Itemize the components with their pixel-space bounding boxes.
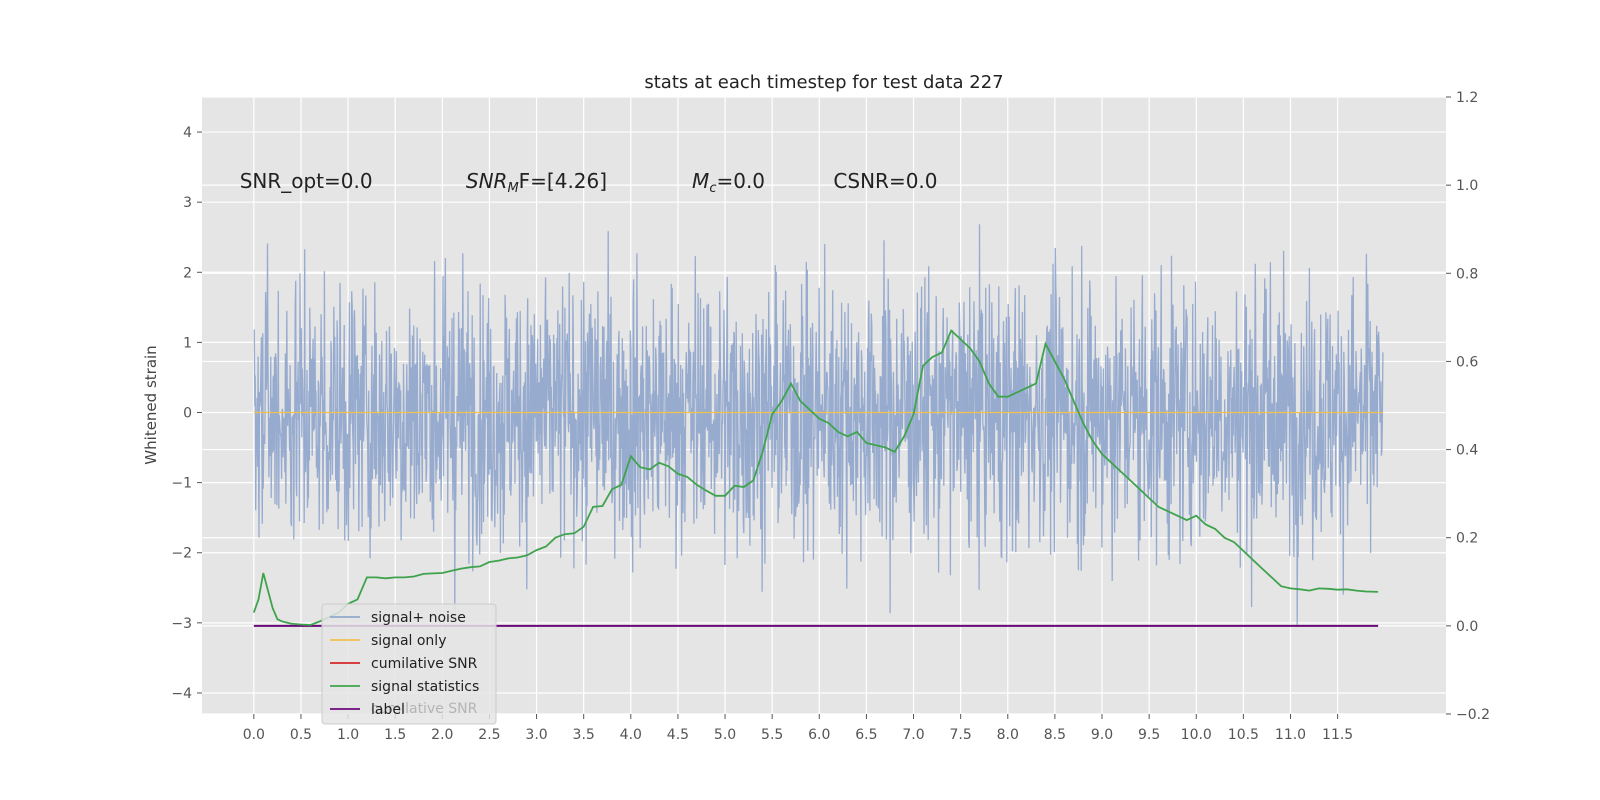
annotation-text: CSNR=0.0 — [833, 169, 937, 193]
x-tick-label: 7.5 — [950, 727, 972, 743]
x-tick-label: 10.5 — [1228, 727, 1259, 743]
y2-tick-label: 0.8 — [1456, 266, 1478, 282]
x-tick-label: 7.0 — [902, 727, 924, 743]
chart-title: stats at each timestep for test data 227 — [644, 72, 1003, 93]
annotations: SNR_opt=0.0 SNRMF=[4.26] Mc=0.0 CSNR=0.0 — [240, 169, 938, 196]
x-tick-label: 11.5 — [1322, 727, 1353, 743]
legend-label: signal only — [371, 633, 446, 649]
x-tick-label: 4.5 — [667, 727, 689, 743]
legend: signal+ noise signal only cumilative SNR si… — [321, 603, 497, 725]
y-tick-label: 4 — [183, 125, 192, 141]
y2-tick-label: 0.6 — [1456, 354, 1478, 370]
x-tick-label: 6.5 — [855, 727, 877, 743]
y-tick-label: 1 — [183, 335, 192, 351]
x-tick-label: 3.5 — [573, 727, 595, 743]
y-axis-label: Whitened strain — [142, 345, 160, 464]
y-tick-label: −4 — [171, 686, 192, 702]
y-tick-label: −2 — [171, 546, 192, 562]
signal-statistics-line — [252, 329, 1379, 626]
legend-label: cumilative SNR — [371, 656, 478, 672]
y-tick-label: 0 — [183, 406, 192, 422]
y2-tick-label: 0.0 — [1456, 619, 1478, 635]
x-tick-label: 9.5 — [1138, 727, 1160, 743]
annotation-subscript: c — [709, 181, 716, 196]
x-tick-label: 4.0 — [620, 727, 642, 743]
x-tick-label: 1.5 — [384, 727, 406, 743]
annotation-text: SNRMF=[4.26] — [466, 169, 607, 196]
axes: 0.0 0.5 1.0 1.5 2.0 2.5 3.0 3.5 4.0 4.5 5.0 5.5 6.0 6… — [171, 90, 1490, 743]
annotation-rest: F=[4.26] — [519, 169, 607, 193]
x-tick-label: 8.5 — [1044, 727, 1066, 743]
annotation-text: SNR_opt=0.0 — [240, 169, 373, 193]
annotation-italic: SNR — [466, 169, 508, 193]
y2-tick-label: −0.2 — [1456, 707, 1490, 723]
x-tick-label: 3.0 — [525, 727, 547, 743]
y2-tick-label: 0.2 — [1456, 531, 1478, 547]
x-tick-label: 5.0 — [714, 727, 736, 743]
legend-label: cumilative SNR — [371, 701, 478, 717]
x-tick-label: 0.5 — [290, 727, 312, 743]
x-tick-label: 10.0 — [1181, 727, 1212, 743]
signal-noise-line — [253, 224, 1384, 627]
legend-label: label — [371, 702, 405, 718]
y2-tick-label: 0.4 — [1456, 443, 1478, 459]
series-signal-noise — [253, 224, 1384, 627]
y-tick-label: −3 — [171, 616, 192, 632]
x-tick-label: 9.0 — [1091, 727, 1113, 743]
annotation-subscript: M — [507, 181, 518, 196]
y-tick-label: −1 — [171, 476, 192, 492]
x-tick-label: 5.5 — [761, 727, 783, 743]
x-tick-label: 2.0 — [431, 727, 453, 743]
legend-label: signal+ noise — [371, 610, 466, 626]
y2-tick-label: 1.0 — [1456, 178, 1478, 194]
x-tick-label: 6.0 — [808, 727, 830, 743]
x-tick-label: 1.0 — [337, 727, 359, 743]
y2-tick-label: 1.2 — [1456, 90, 1478, 106]
y-tick-label: 3 — [183, 195, 192, 211]
legend-label: signal statistics — [371, 679, 479, 695]
y-tick-label: 2 — [183, 265, 192, 281]
x-tick-label: 8.0 — [997, 727, 1019, 743]
x-tick-label: 0.0 — [243, 727, 265, 743]
x-tick-label: 11.0 — [1275, 727, 1306, 743]
annotation-rest: =0.0 — [716, 169, 765, 193]
annotation-text: Mc=0.0 — [692, 169, 765, 196]
annotation-italic: M — [692, 169, 709, 193]
x-tick-label: 2.5 — [478, 727, 500, 743]
legend-box — [321, 603, 497, 725]
